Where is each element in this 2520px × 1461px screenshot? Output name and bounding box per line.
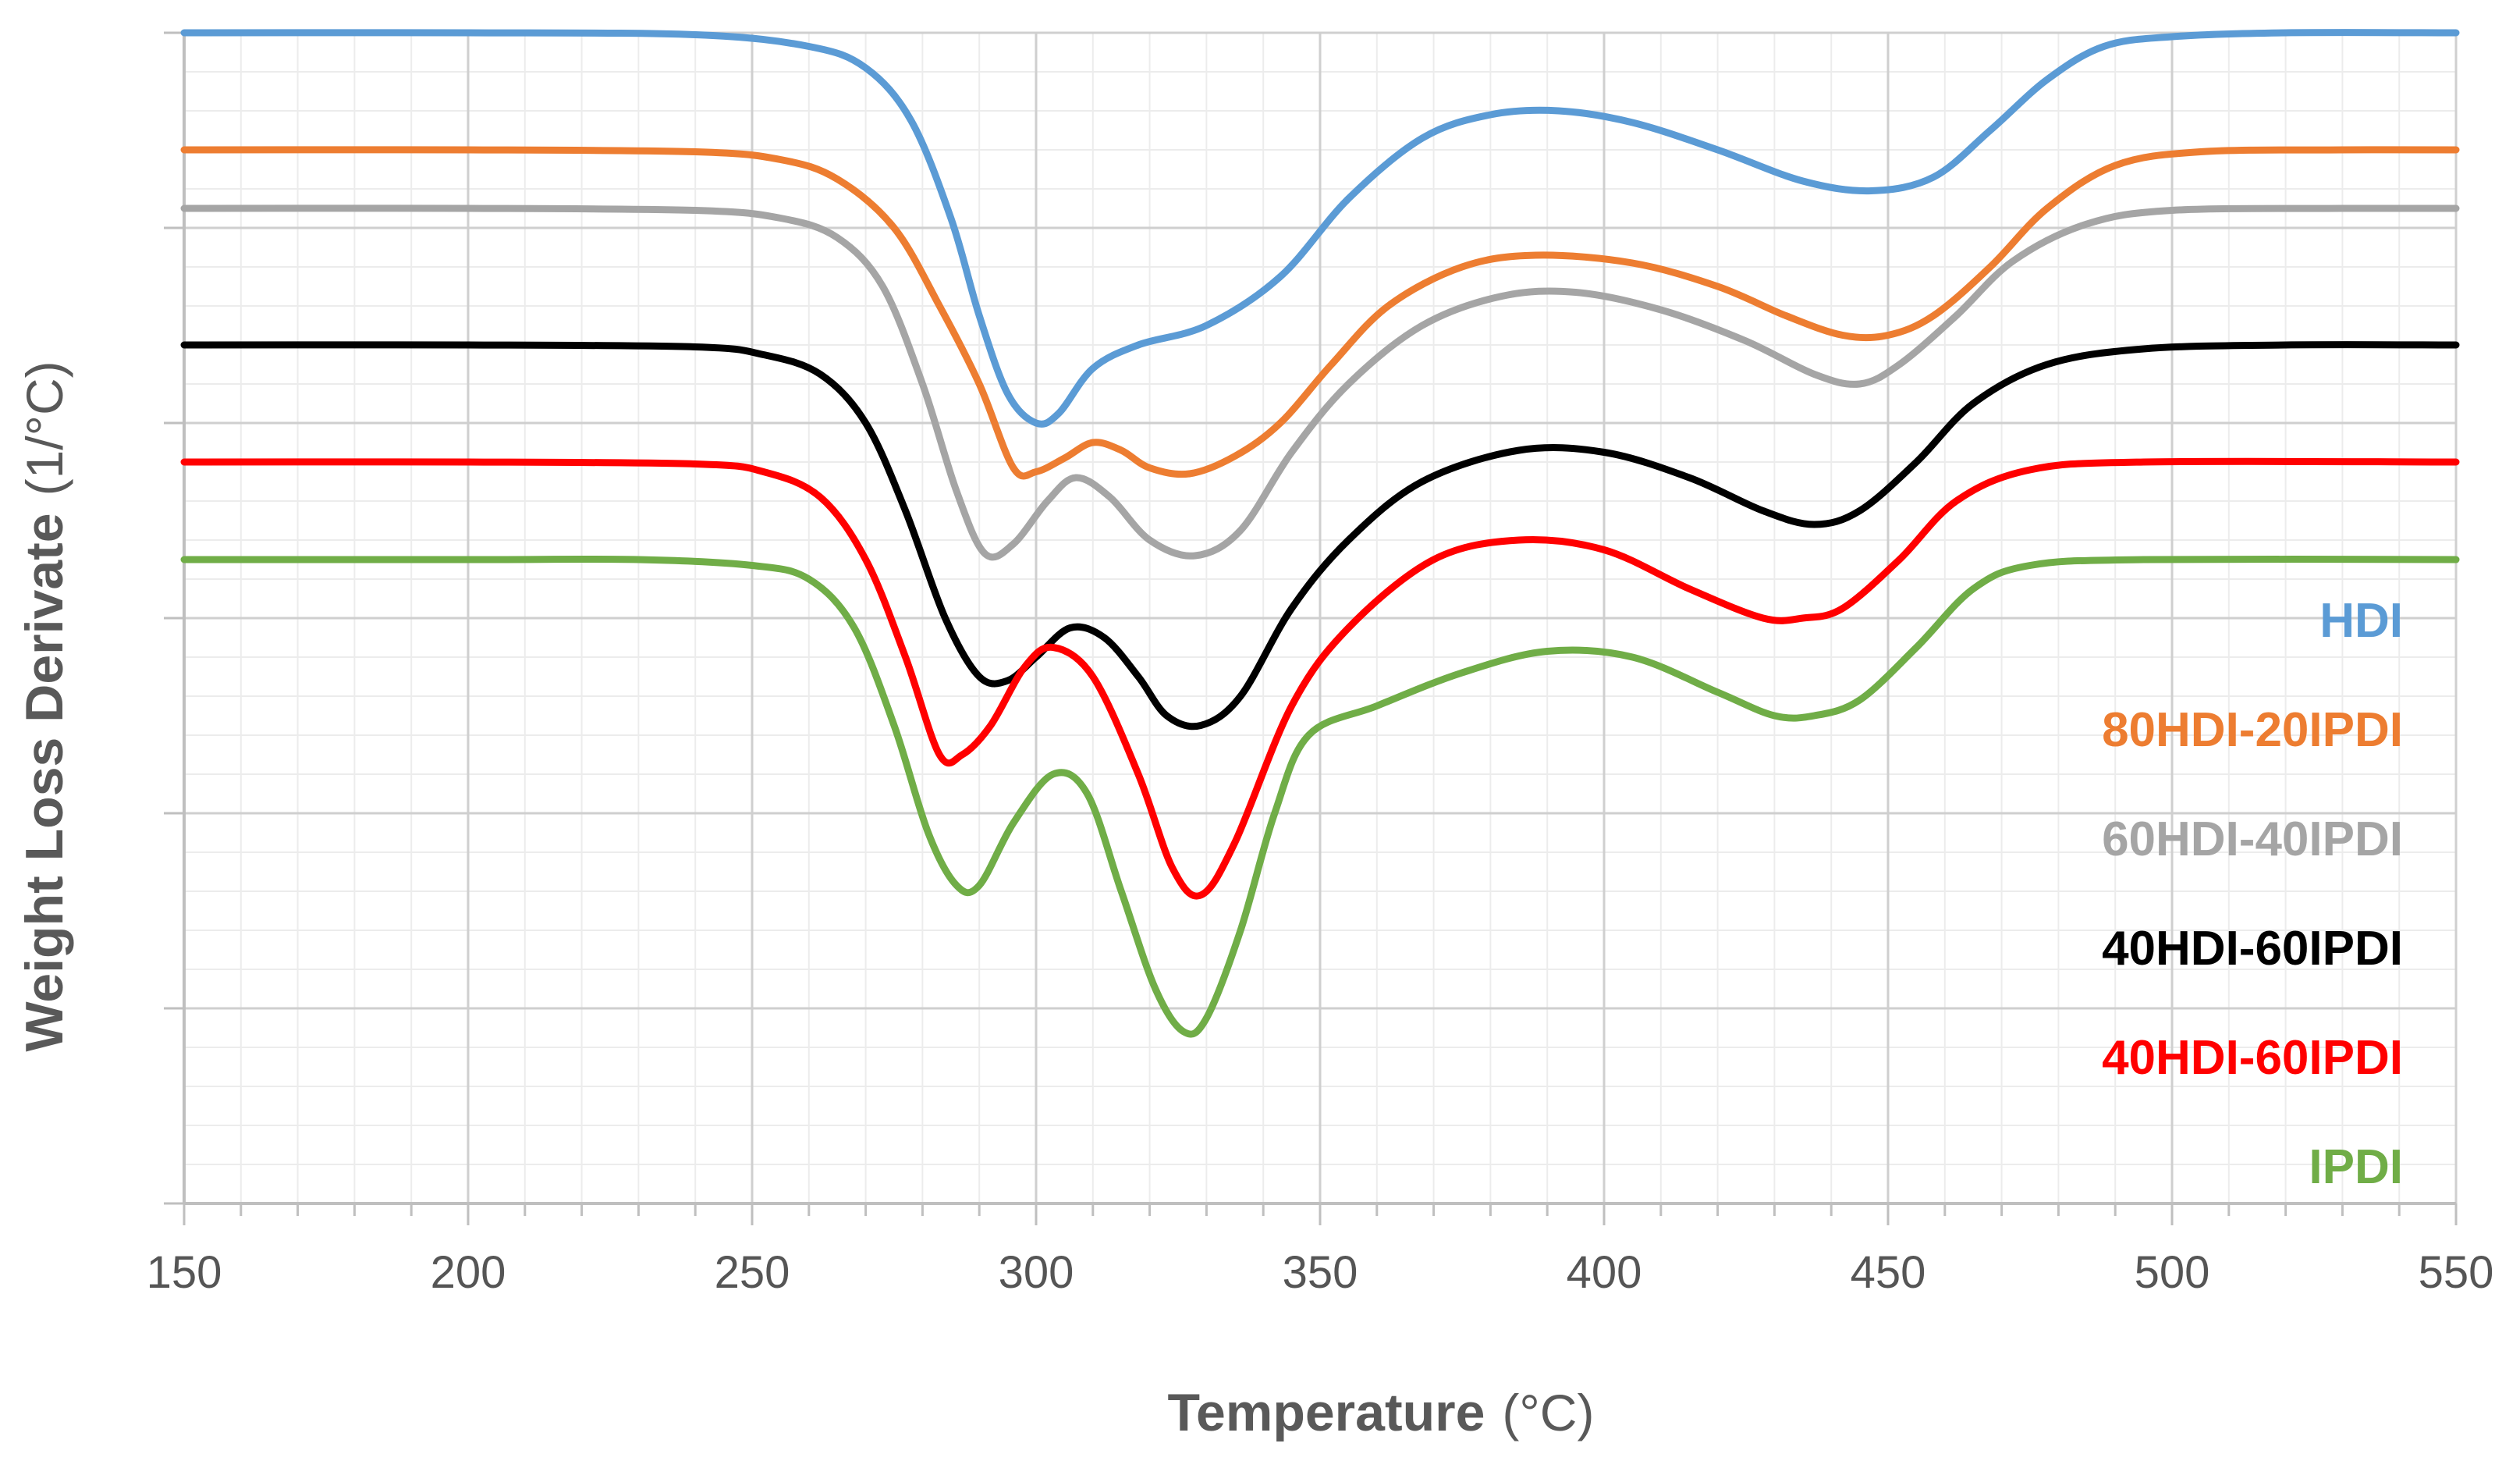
y-axis-unit: (1/°C) <box>16 361 73 496</box>
x-tick-label: 550 <box>2419 1247 2494 1298</box>
x-tick-label: 400 <box>1567 1247 1642 1298</box>
series-line-6 <box>180 555 2460 1038</box>
x-tick-label: 200 <box>431 1247 506 1298</box>
axes <box>164 31 2458 1225</box>
series-line-4 <box>180 341 2460 730</box>
legend-entry-2: 80HDI-20IPDI <box>2102 703 2403 757</box>
x-tick-label: 450 <box>1851 1247 1926 1298</box>
y-axis-title: Weight Loss Derivate (1/°C) <box>15 361 74 1051</box>
legend-entry-5: 40HDI-60IPDI <box>2102 1031 2403 1085</box>
y-axis-label: Weight Loss Derivate <box>15 513 74 1051</box>
x-tick-label: 300 <box>999 1247 1074 1298</box>
legend-entry-6: IPDI <box>2309 1140 2403 1194</box>
series-line-3 <box>180 204 2460 561</box>
x-tick-label: 250 <box>715 1247 790 1298</box>
x-tick-label: 350 <box>1283 1247 1358 1298</box>
series-lines <box>180 29 2460 1038</box>
legend-entry-3: 60HDI-40IPDI <box>2102 812 2403 866</box>
legend-entry-1: HDI <box>2319 594 2403 648</box>
x-tick-label: 500 <box>2135 1247 2210 1298</box>
series-line-2 <box>180 146 2460 480</box>
legend-entry-4: 40HDI-60IPDI <box>2102 922 2403 976</box>
plot-area <box>164 29 2460 1225</box>
series-line-1 <box>180 29 2460 428</box>
x-axis-title: Temperature (°C) <box>1168 1383 1595 1442</box>
x-axis-unit: (°C) <box>1502 1384 1594 1441</box>
x-tick-label: 150 <box>147 1247 222 1298</box>
x-tick-labels: 150 200 250 300 350 400 450 500 550 <box>147 1247 2494 1298</box>
legend: HDI 80HDI-20IPDI 60HDI-40IPDI 40HDI-60IPDI 4… <box>2102 594 2403 1194</box>
series-line-5 <box>180 457 2460 900</box>
x-axis-label: Temperature <box>1168 1383 1485 1442</box>
